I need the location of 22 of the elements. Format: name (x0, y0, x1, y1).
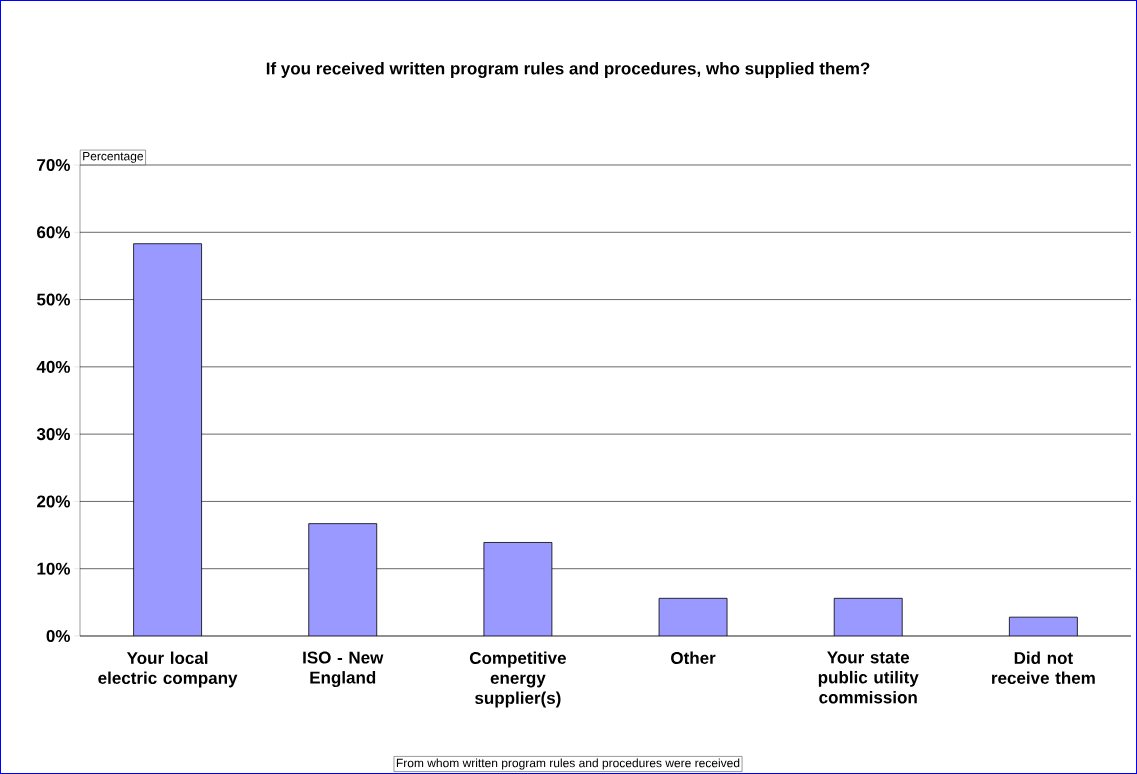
y-tick-label: 0% (46, 629, 71, 643)
bar (833, 597, 903, 636)
bar (483, 542, 553, 636)
y-axis-title: Percentage (83, 152, 144, 163)
y-tick-label: 20% (37, 495, 71, 508)
chart-title: If you received written program rules and procedures, who supplied them? (266, 62, 870, 78)
y-tick-label: 10% (37, 562, 71, 575)
x-tick-label: Your state public utility commission (818, 651, 919, 704)
x-tick-label: Competitive energy supplier(s) (469, 651, 566, 708)
y-tick-label: 40% (36, 360, 71, 373)
bar (308, 523, 378, 636)
y-tick-label: 30% (36, 428, 71, 441)
x-tick-label: Other (671, 651, 716, 665)
bar (658, 597, 728, 636)
y-tick-label: 50% (36, 293, 71, 306)
y-tick-label: 60% (37, 226, 71, 239)
x-tick-label: Did not receive them (992, 651, 1095, 685)
y-tick-label: 70% (37, 158, 71, 172)
x-tick-label: ISO - New England (303, 651, 384, 688)
bar (133, 243, 202, 636)
x-tick-label: Your local electric company (98, 651, 238, 688)
x-axis-title: From whom written program rules and procedures were received (396, 758, 740, 770)
